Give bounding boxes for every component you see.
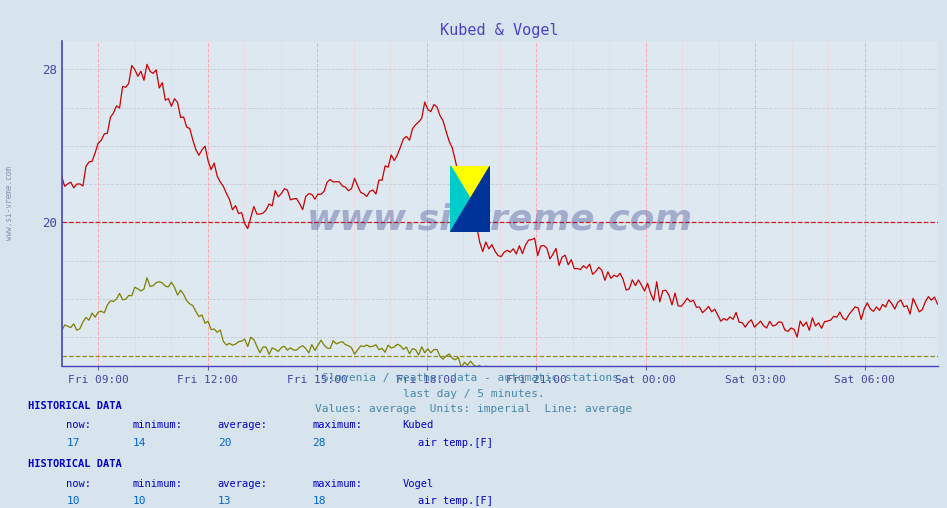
Text: www.si-vreme.com: www.si-vreme.com: [5, 166, 14, 240]
Text: air temp.[F]: air temp.[F]: [418, 437, 492, 448]
Text: 14: 14: [133, 437, 146, 448]
Polygon shape: [451, 166, 491, 232]
Text: 17: 17: [66, 437, 80, 448]
Text: 28: 28: [313, 437, 326, 448]
Text: maximum:: maximum:: [313, 479, 363, 489]
Text: now:: now:: [66, 420, 91, 430]
Text: minimum:: minimum:: [133, 479, 183, 489]
Text: air temp.[F]: air temp.[F]: [418, 496, 492, 506]
Text: last day / 5 minutes.: last day / 5 minutes.: [402, 389, 545, 399]
Text: 10: 10: [66, 496, 80, 506]
Polygon shape: [451, 166, 491, 232]
Text: maximum:: maximum:: [313, 420, 363, 430]
Text: www.si-vreme.com: www.si-vreme.com: [307, 203, 692, 236]
Text: 20: 20: [218, 437, 231, 448]
Text: average:: average:: [218, 420, 268, 430]
Text: 18: 18: [313, 496, 326, 506]
Text: Vogel: Vogel: [402, 479, 434, 489]
Polygon shape: [451, 166, 491, 232]
Title: Kubed & Vogel: Kubed & Vogel: [440, 23, 559, 38]
Text: average:: average:: [218, 479, 268, 489]
Text: Kubed: Kubed: [402, 420, 434, 430]
Text: 13: 13: [218, 496, 231, 506]
Text: HISTORICAL DATA: HISTORICAL DATA: [28, 459, 122, 469]
Text: Values: average  Units: imperial  Line: average: Values: average Units: imperial Line: av…: [314, 404, 633, 414]
Text: HISTORICAL DATA: HISTORICAL DATA: [28, 401, 122, 411]
Text: Slovenia / weather data - automatic stations.: Slovenia / weather data - automatic stat…: [322, 373, 625, 384]
Text: 10: 10: [133, 496, 146, 506]
Text: now:: now:: [66, 479, 91, 489]
Text: minimum:: minimum:: [133, 420, 183, 430]
